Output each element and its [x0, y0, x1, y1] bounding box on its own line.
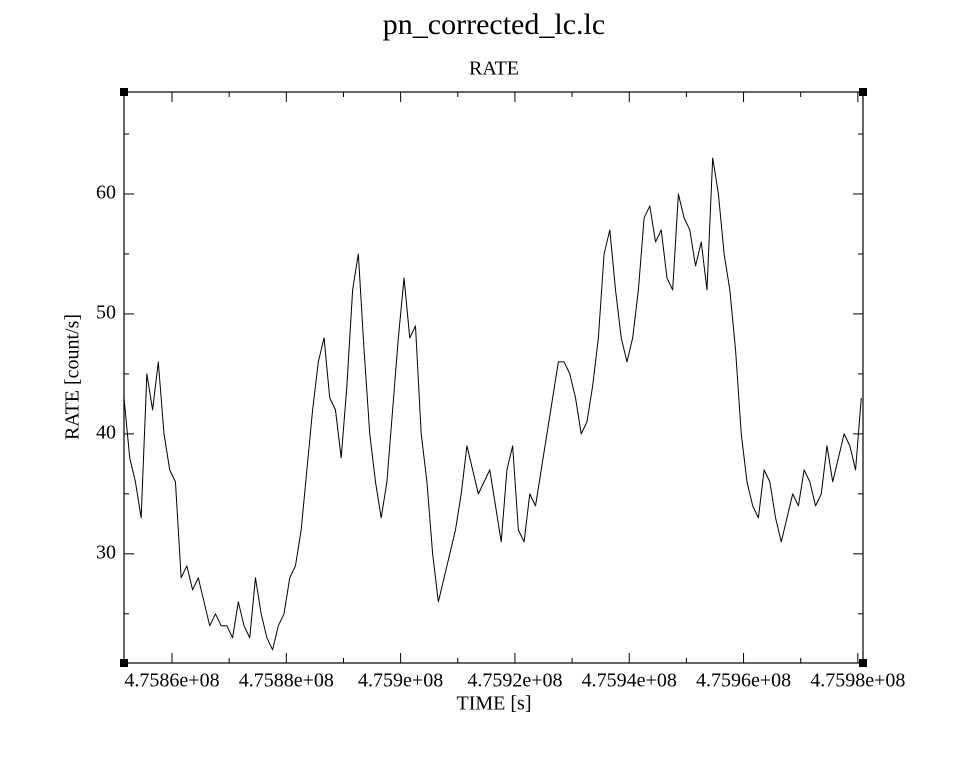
x-axis-label: TIME [s]	[457, 693, 532, 715]
chart-subtitle: RATE	[469, 58, 519, 80]
y-axis-label: RATE [count/s]	[62, 314, 84, 440]
x-tick-label: 4.7594e+08	[582, 670, 677, 692]
corner-handle	[859, 659, 867, 667]
plot-frame	[123, 91, 864, 664]
corner-handle	[859, 88, 867, 96]
x-tick-label: 4.7586e+08	[124, 670, 219, 692]
y-tick-label: 40	[96, 421, 116, 443]
x-tick-label: 4.7592e+08	[467, 670, 562, 692]
x-tick-label: 4.7588e+08	[239, 670, 334, 692]
x-tick-label: 4.759e+08	[358, 670, 443, 692]
y-tick-label: 50	[96, 302, 116, 324]
x-tick-label: 4.7598e+08	[810, 670, 905, 692]
y-tick-label: 30	[96, 541, 116, 563]
x-tick-label: 4.7596e+08	[696, 670, 791, 692]
corner-handle	[120, 659, 128, 667]
corner-handle	[120, 88, 128, 96]
light-curve	[123, 157, 862, 651]
y-tick-label: 60	[96, 182, 116, 204]
chart-title: pn_corrected_lc.lc	[383, 8, 605, 41]
